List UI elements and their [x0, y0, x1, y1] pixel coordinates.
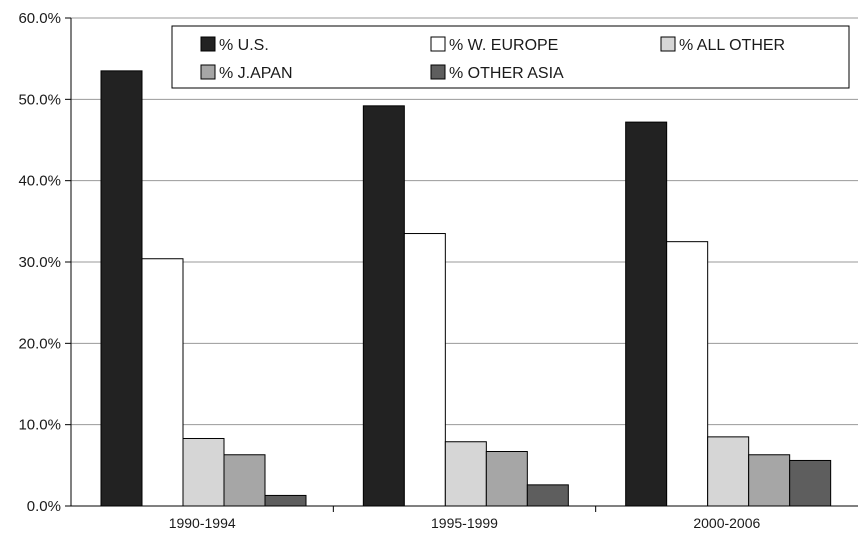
bar — [707, 436, 750, 507]
x-category-label: 1990-1994 — [169, 515, 236, 531]
gridlines — [71, 17, 858, 426]
bars — [100, 70, 832, 507]
y-tick-label: 10.0% — [18, 417, 61, 434]
y-tick-label: 0.0% — [27, 498, 61, 515]
y-tick-label: 60.0% — [18, 10, 61, 27]
bar — [789, 459, 832, 507]
bar — [100, 70, 143, 507]
legend-swatch — [660, 36, 676, 52]
bar — [182, 437, 225, 507]
y-tick-label: 50.0% — [18, 91, 61, 108]
y-axis-ticks: 0.0% 10.0% 20.0% 30.0% 40.0% 50.0% 60.0% — [18, 10, 61, 515]
bar — [141, 258, 184, 507]
legend-label: % ALL OTHER — [679, 37, 785, 54]
legend-label: % OTHER ASIA — [449, 65, 564, 82]
legend-swatch — [430, 36, 446, 52]
bar — [444, 441, 487, 507]
bar — [223, 454, 266, 507]
bar — [526, 484, 569, 507]
y-tick-label: 30.0% — [18, 254, 61, 271]
x-category-label: 2000-2006 — [693, 515, 760, 531]
legend-label: % J.APAN — [219, 65, 293, 82]
legend: % U.S. % W. EUROPE % ALL OTHER % J.APAN % OT… — [171, 25, 850, 89]
axes — [65, 17, 858, 512]
y-tick-label: 20.0% — [18, 335, 61, 352]
bar — [625, 121, 668, 507]
bar — [403, 233, 446, 507]
legend-swatch — [200, 64, 216, 80]
bar — [362, 105, 405, 507]
y-tick-label: 40.0% — [18, 173, 61, 190]
bar — [264, 494, 307, 507]
legend-swatch — [200, 36, 216, 52]
bar — [748, 454, 791, 507]
x-axis-labels: 1990-1994 1995-1999 2000-2006 — [169, 515, 761, 531]
bar — [666, 241, 709, 507]
bar — [485, 451, 528, 507]
x-category-label: 1995-1999 — [431, 515, 498, 531]
legend-box — [171, 25, 850, 89]
legend-label: % U.S. — [219, 37, 269, 54]
legend-label: % W. EUROPE — [449, 37, 558, 54]
legend-swatch — [430, 64, 446, 80]
